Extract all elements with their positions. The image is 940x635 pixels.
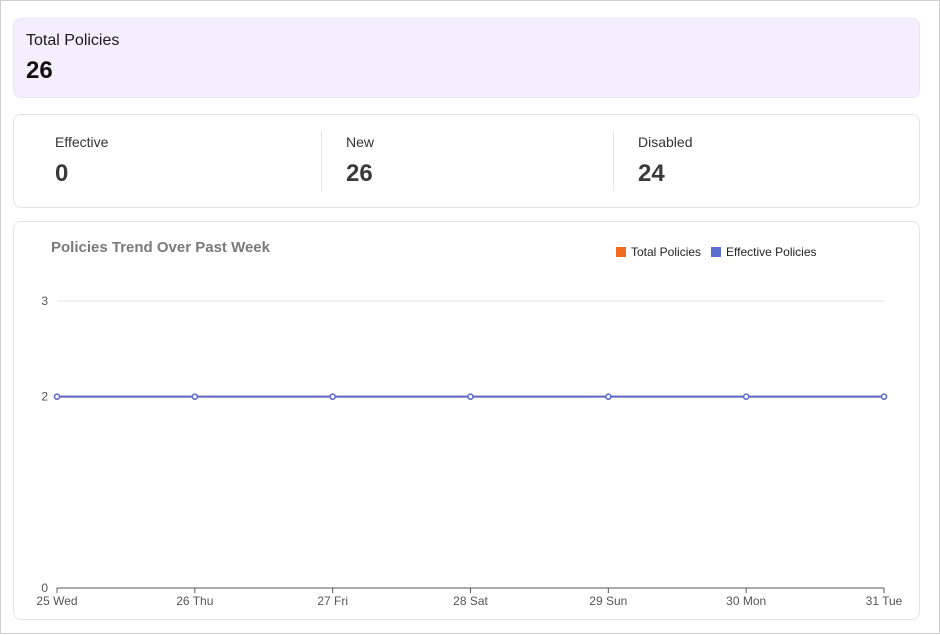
stat-divider xyxy=(613,131,614,191)
trend-chart-card: Policies Trend Over Past Week Total Poli… xyxy=(13,221,920,620)
total-policies-value: 26 xyxy=(26,57,53,84)
stat-new-label: New xyxy=(346,134,375,150)
legend-label-total-policies: Total Policies xyxy=(631,245,702,259)
legend-swatch-effective-policies xyxy=(711,247,722,257)
legend-label-effective-policies: Effective Policies xyxy=(726,245,817,259)
total-policies-label: Total Policies xyxy=(26,32,120,49)
total-policies-card: Total Policies 26 xyxy=(13,18,920,98)
stat-divider xyxy=(321,131,322,191)
chart-title: Policies Trend Over Past Week xyxy=(51,239,270,256)
stat-effective-label: Effective xyxy=(55,134,109,150)
legend-item-total-policies[interactable]: Total Policies xyxy=(616,245,701,259)
stat-disabled-label: Disabled xyxy=(638,134,693,150)
legend-item-effective-policies[interactable]: Effective Policies xyxy=(711,245,817,259)
stat-new-value: 26 xyxy=(346,160,373,187)
stat-disabled-value: 24 xyxy=(638,160,665,187)
policy-stats-card: Effective 0 New 26 Disabled 24 xyxy=(13,114,920,208)
chart-legend: Total Policies Effective Policies xyxy=(616,245,817,259)
legend-swatch-total-policies xyxy=(616,247,626,257)
stat-effective-value: 0 xyxy=(55,160,69,187)
